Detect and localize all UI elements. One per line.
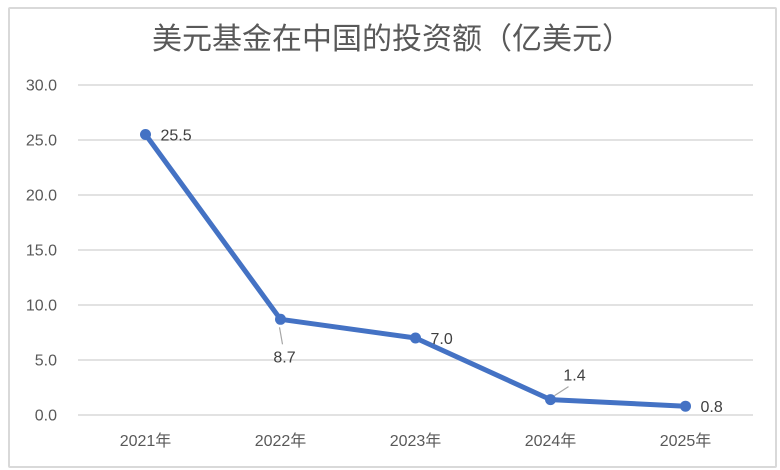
- data-point-label: 7.0: [431, 331, 453, 348]
- y-axis-tick-label: 25.0: [26, 133, 57, 150]
- x-axis-labels-group: 2021年 2022年 2023年 2024年 2025年: [120, 432, 712, 450]
- y-axis-labels-group: 30.0 25.0 20.0 15.0 10.0 5.0 0.0: [26, 78, 57, 425]
- y-axis-tick-label: 5.0: [35, 353, 57, 370]
- x-axis-tick-label: 2023年: [390, 432, 442, 450]
- data-labels-group: 25.5 8.7 7.0 1.4 0.8: [161, 128, 723, 417]
- gridlines-group: [78, 84, 753, 416]
- label-leader-line: [554, 386, 569, 397]
- y-axis-tick-label: 20.0: [26, 188, 57, 205]
- data-point-label: 8.7: [273, 349, 295, 366]
- data-point-marker: [410, 332, 421, 344]
- chart-title: 美元基金在中国的投资额（亿美元）: [152, 22, 632, 57]
- chart-border-frame: [8, 7, 777, 468]
- series-group: [140, 129, 691, 412]
- data-point-label: 25.5: [161, 128, 192, 145]
- data-point-marker: [680, 400, 691, 412]
- y-axis-tick-label: 30.0: [26, 78, 57, 95]
- x-axis-tick-label: 2024年: [525, 432, 577, 450]
- x-axis-tick-label: 2021年: [120, 432, 172, 450]
- x-axis-tick-label: 2025年: [660, 432, 712, 450]
- data-point-marker: [140, 129, 151, 140]
- y-axis-tick-label: 15.0: [26, 243, 57, 260]
- x-axis-tick-label: 2022年: [255, 432, 307, 450]
- label-leader-line: [278, 327, 284, 345]
- y-axis-tick-label: 0.0: [35, 408, 57, 425]
- y-axis-tick-label: 10.0: [26, 298, 57, 315]
- data-point-marker: [545, 394, 556, 406]
- series-line: [143, 132, 688, 409]
- data-point-marker: [275, 313, 286, 325]
- data-point-label: 1.4: [563, 368, 585, 385]
- data-point-label: 0.8: [701, 399, 723, 416]
